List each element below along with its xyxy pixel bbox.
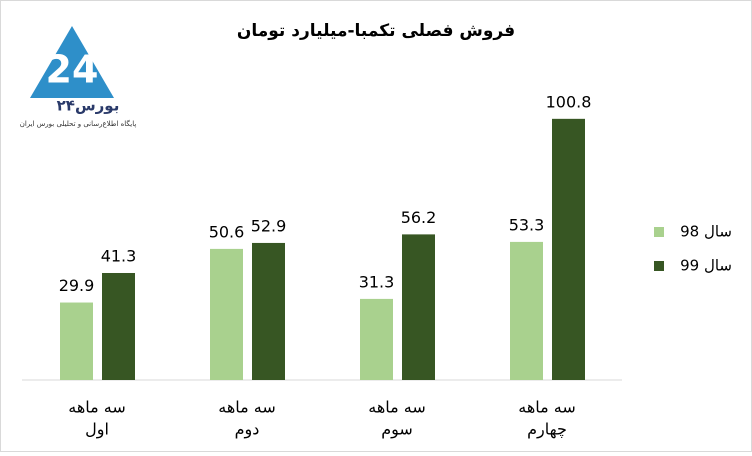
bar <box>552 118 585 380</box>
logo-mark: 24 <box>46 48 99 92</box>
x-tick-label: دوم <box>235 420 260 440</box>
legend-swatch <box>654 227 664 237</box>
x-tick-label: سه ماهه <box>368 398 426 417</box>
data-label: 50.6 <box>209 222 245 241</box>
bar <box>402 234 435 380</box>
data-label: 52.9 <box>251 216 287 235</box>
chart-title: فروش فصلی تکمبا-میلیارد تومان <box>237 21 515 41</box>
data-label: 100.8 <box>546 92 592 111</box>
data-label: 56.2 <box>401 208 437 227</box>
legend-label: سال 98 <box>680 223 732 241</box>
logo-tagline: پایگاه اطلاع‌رسانی و تحلیلی بورس ایران <box>20 119 137 128</box>
legend-swatch <box>654 261 664 271</box>
x-tick-label: سه ماهه <box>518 398 576 417</box>
bar <box>510 241 543 380</box>
x-tick-label: سه ماهه <box>218 398 276 417</box>
x-tick-label: اول <box>85 420 109 440</box>
x-tick-label: چهارم <box>527 420 567 440</box>
logo: 24 بورس۲۴ پایگاه اطلاع‌رسانی و تحلیلی بو… <box>20 26 137 128</box>
bar <box>210 248 243 380</box>
bar <box>102 272 135 380</box>
x-tick-label: سه ماهه <box>68 398 126 417</box>
data-label: 29.9 <box>59 276 95 295</box>
legend-label: سال 99 <box>680 257 732 275</box>
bar <box>360 298 393 380</box>
logo-triangle <box>30 26 114 98</box>
bar <box>60 302 93 380</box>
data-label: 31.3 <box>359 272 395 291</box>
logo-name: بورس۲۴ <box>57 97 120 115</box>
data-label: 53.3 <box>509 215 545 234</box>
bar <box>252 242 285 380</box>
x-tick-label: سوم <box>381 420 413 440</box>
data-label: 41.3 <box>101 246 137 265</box>
